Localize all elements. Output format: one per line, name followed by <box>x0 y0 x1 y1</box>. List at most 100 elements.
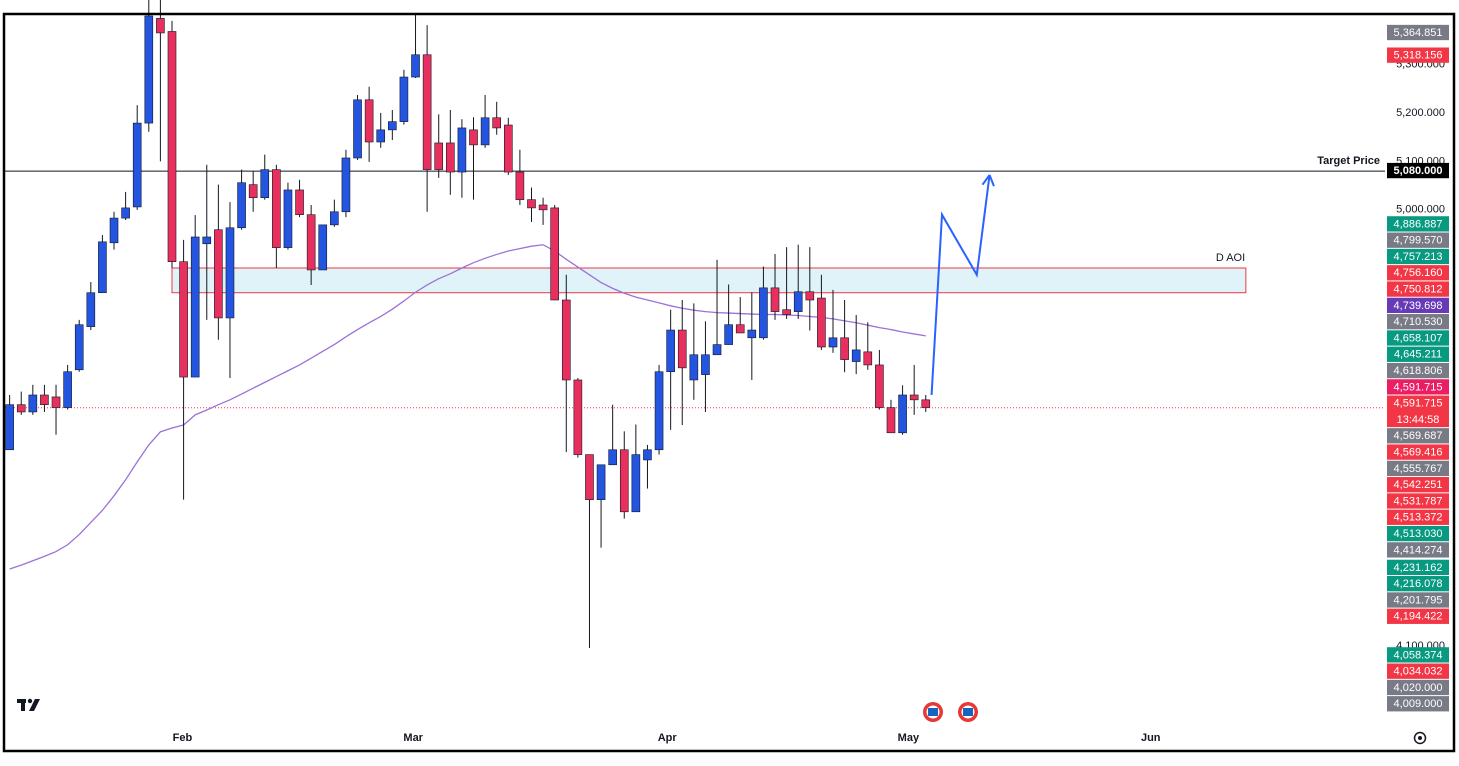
candle-body <box>74 324 84 371</box>
candle-body <box>735 324 745 334</box>
price-tag-label: 5,318.156 <box>1394 50 1443 62</box>
price-tag-label: 4,710.530 <box>1394 316 1443 328</box>
price-tag-label: 4,513.372 <box>1394 512 1443 524</box>
candle-body <box>214 229 223 319</box>
price-tag <box>1387 493 1449 509</box>
candle-body <box>561 299 571 381</box>
candle-body <box>817 297 826 348</box>
candle-body <box>63 371 72 408</box>
price-tag <box>1387 297 1449 314</box>
candle-body <box>86 292 96 327</box>
candle-body <box>666 329 675 373</box>
candle-body <box>179 261 188 378</box>
candle-body <box>202 236 212 245</box>
price-tag-label: 4,531.787 <box>1394 495 1443 507</box>
price-tag-countdown: 13:44:58 <box>1397 414 1440 426</box>
price-tag <box>1387 265 1449 281</box>
candle-body <box>144 15 154 124</box>
x-tick-label: Apr <box>658 732 678 744</box>
candle-body <box>631 454 641 513</box>
candle-body <box>898 394 907 434</box>
candle-body <box>51 396 61 408</box>
candle-body <box>5 404 14 451</box>
candle-body <box>399 76 409 122</box>
candle-body <box>886 407 896 434</box>
candle-body <box>260 169 270 199</box>
price-tag-label: 4,569.687 <box>1394 430 1443 442</box>
price-tag-label: 4,414.274 <box>1394 544 1443 556</box>
y-tick-label: 5,000.000 <box>1396 204 1445 216</box>
candle-body <box>677 329 687 369</box>
price-tag <box>1387 379 1449 395</box>
price-tag-label: 4,020.000 <box>1394 682 1443 694</box>
price-tag-label: 4,799.570 <box>1394 235 1443 247</box>
price-tag <box>1387 592 1449 608</box>
price-tag <box>1387 542 1449 558</box>
candle-body <box>689 354 699 381</box>
price-tag-label: 4,231.162 <box>1394 562 1443 574</box>
candle-body <box>875 364 884 408</box>
price-tag <box>1387 162 1449 179</box>
price-tag-label: 4,194.422 <box>1394 611 1443 623</box>
candle-body <box>701 354 710 375</box>
candle-body <box>295 189 304 215</box>
price-tag <box>1387 509 1449 525</box>
price-tag <box>1387 362 1449 379</box>
candle-body <box>248 184 258 199</box>
y-tick-label: 5,200.000 <box>1396 107 1445 119</box>
candle-body <box>364 99 374 143</box>
candle-body <box>98 241 107 294</box>
price-tag <box>1387 24 1449 41</box>
candle-body <box>434 142 444 170</box>
candle-body <box>446 142 455 173</box>
plot-layer: 4,100.0005,000.0005,100.0005,200.0005,30… <box>5 0 1449 744</box>
price-tag-label: 5,080.000 <box>1394 165 1443 177</box>
candle-body <box>422 54 432 170</box>
candle-body <box>759 287 768 339</box>
candle-body <box>909 394 919 401</box>
price-tag-label: 4,645.211 <box>1394 349 1442 361</box>
tradingview-logo <box>17 698 40 711</box>
candle-body <box>793 291 803 312</box>
price-tag <box>1387 460 1449 477</box>
price-tag <box>1387 314 1449 330</box>
price-tag <box>1387 248 1449 265</box>
candle-body <box>538 204 548 211</box>
candle-body <box>527 199 536 209</box>
price-tag <box>1387 679 1449 696</box>
price-tag-label: 4,216.078 <box>1394 578 1443 590</box>
candle-body <box>643 449 652 461</box>
price-tag-label: 4,756.160 <box>1394 267 1443 279</box>
price-tag <box>1387 281 1449 297</box>
candle-body <box>573 379 583 455</box>
candle-body <box>225 227 235 319</box>
price-tag-label: 5,364.851 <box>1394 27 1443 39</box>
price-tag <box>1387 232 1449 248</box>
candle-body <box>712 344 722 356</box>
price-tag-label: 4,513.030 <box>1394 528 1443 540</box>
candle-body <box>503 124 513 173</box>
price-tag <box>1387 444 1449 460</box>
candle-body <box>480 117 490 146</box>
x-tick-label: Feb <box>173 732 193 744</box>
price-tag-label: 4,542.251 <box>1394 479 1443 491</box>
price-tag <box>1387 346 1449 362</box>
candle-body <box>109 217 119 244</box>
projection-path <box>930 174 991 396</box>
candle-body <box>353 99 362 159</box>
settings-icon[interactable] <box>1413 731 1427 745</box>
price-tag-label: 4,058.374 <box>1394 649 1443 661</box>
price-tag-label: 4,555.767 <box>1394 463 1443 475</box>
candle-body <box>16 404 26 413</box>
price-tag-label: 4,658.107 <box>1394 332 1443 344</box>
price-tag-label: 4,591.715 <box>1394 398 1443 410</box>
event-icon <box>923 702 978 722</box>
x-tick-label: Mar <box>403 732 423 744</box>
candle-body <box>330 211 339 226</box>
frame <box>2 12 1456 753</box>
candle-body <box>272 169 281 248</box>
zone-label: D AOI <box>1216 252 1245 264</box>
price-tag-label: 4,591.715 <box>1394 381 1443 393</box>
